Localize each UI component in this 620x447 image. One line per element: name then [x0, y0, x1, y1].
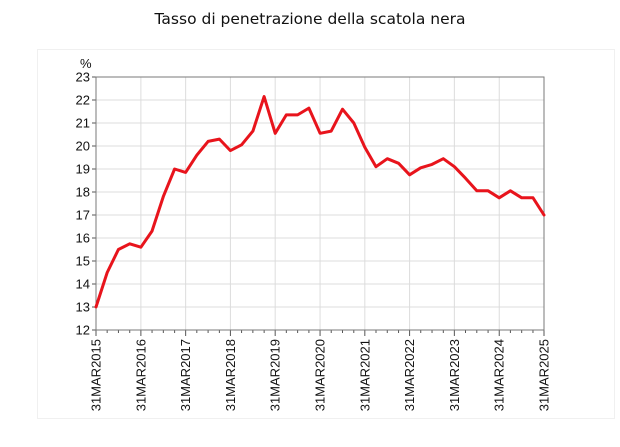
- x-tick-labels: 31MAR2015 31MAR2016 31MAR2017 31MAR2018 31MA…: [89, 339, 552, 411]
- x-tick-label: 31MAR2016: [133, 339, 148, 411]
- y-tick-label: 15: [76, 254, 90, 269]
- y-tick-label: 13: [76, 300, 90, 315]
- y-tick-label: 23: [76, 70, 90, 85]
- grid-lines: [95, 76, 545, 331]
- y-tick-label: 20: [76, 139, 90, 154]
- data-series: [94, 95, 546, 309]
- x-tick-label: 31MAR2020: [313, 339, 328, 411]
- axes: [92, 76, 545, 336]
- x-tick-label: 31MAR2021: [357, 339, 372, 411]
- y-tick-label: 21: [76, 116, 90, 131]
- y-tick-label: 18: [76, 185, 90, 200]
- plot-border: [95, 76, 545, 331]
- y-tick-label: 19: [76, 162, 90, 177]
- x-tick-label: 31MAR2024: [492, 339, 507, 411]
- y-tick-label: 22: [76, 93, 90, 108]
- chart-frame: [38, 50, 614, 418]
- x-tick-label: 31MAR2015: [89, 339, 104, 411]
- x-tick-label: 31MAR2019: [268, 339, 283, 411]
- x-tick-label: 31MAR2025: [537, 339, 552, 411]
- x-tick-label: 31MAR2017: [178, 339, 193, 411]
- x-tick-label: 31MAR2022: [402, 339, 417, 411]
- chart-title: Tasso di penetrazione della scatola nera: [154, 10, 466, 28]
- y-tick-label: 17: [76, 208, 90, 223]
- y-tick-label: 12: [76, 323, 90, 338]
- y-tick-labels: 12 13 14 15 16 17 18 19 20 21 22 23: [76, 70, 90, 338]
- y-axis-unit: %: [80, 56, 92, 71]
- y-tick-label: 16: [76, 231, 90, 246]
- y-tick-label: 14: [76, 277, 90, 292]
- x-tick-label: 31MAR2018: [223, 339, 238, 411]
- x-tick-label: 31MAR2023: [447, 339, 462, 411]
